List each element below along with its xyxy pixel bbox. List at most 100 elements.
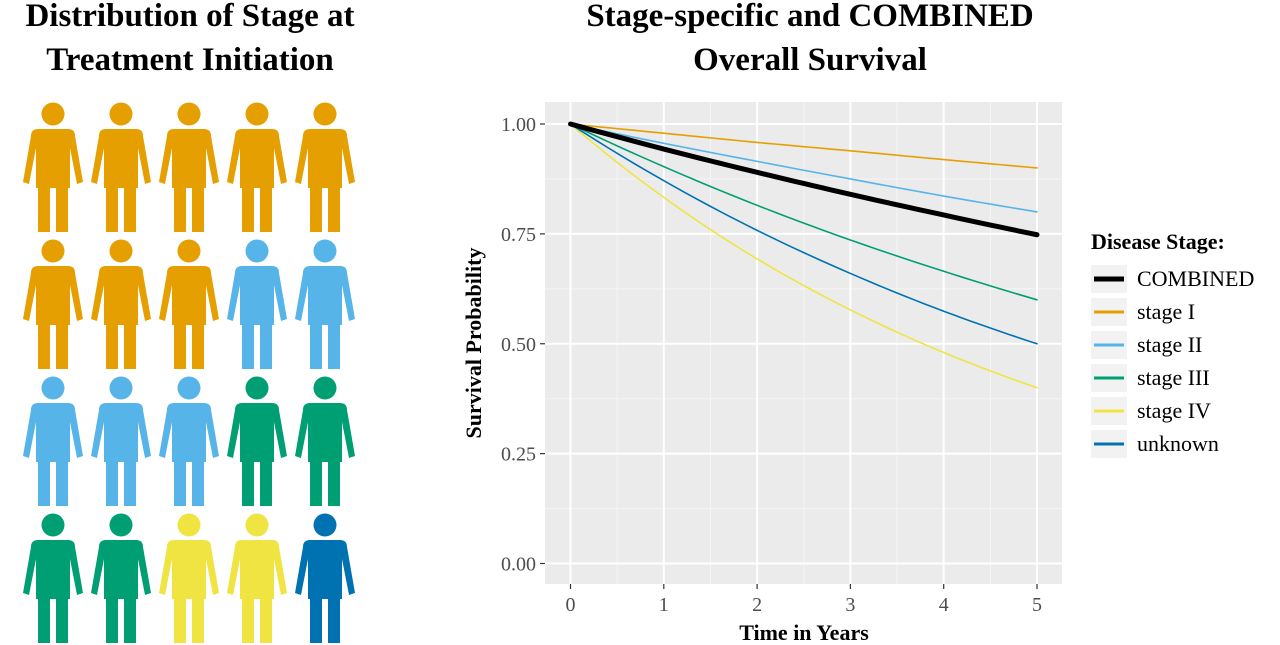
person-body xyxy=(227,266,287,325)
legend-label: unknown xyxy=(1137,431,1219,456)
person-body xyxy=(295,266,355,325)
person-figure-stage-iii xyxy=(295,376,355,506)
person-leg-right xyxy=(328,186,340,232)
person-figure-stage-i xyxy=(159,102,219,232)
person-leg-right xyxy=(192,323,204,369)
person-figure-stage-i xyxy=(23,102,83,232)
person-leg-left xyxy=(106,186,118,232)
person-leg-left xyxy=(106,323,118,369)
person-body xyxy=(23,540,83,599)
person-figure-stage-i xyxy=(23,239,83,369)
person-body xyxy=(23,266,83,325)
person-leg-left xyxy=(310,186,322,232)
y-axis-ticks: 0.00 0.25 0.50 0.75 1.00 xyxy=(501,114,545,576)
y-tick-label: 0.00 xyxy=(501,554,536,576)
person-leg-right xyxy=(192,597,204,643)
x-tick-label: 2 xyxy=(752,594,762,616)
x-tick-label: 0 xyxy=(566,594,576,616)
person-head xyxy=(313,102,337,126)
person-figure-stage-ii xyxy=(227,239,287,369)
y-tick-label: 1.00 xyxy=(501,114,536,136)
right-title-line1: Stage-specific and COMBINED xyxy=(586,0,1034,34)
person-body xyxy=(91,129,151,188)
survival-chart: 0.00 0.25 0.50 0.75 1.00 0 1 2 3 4 5 Time in Year… xyxy=(461,102,1254,645)
person-body xyxy=(23,403,83,462)
legend-label: stage II xyxy=(1137,332,1202,357)
series-lines xyxy=(568,121,1040,389)
person-body xyxy=(23,129,83,188)
person-leg-left xyxy=(106,597,118,643)
person-leg-right xyxy=(328,597,340,643)
person-figure-stage-ii xyxy=(23,376,83,506)
person-head xyxy=(245,239,269,263)
person-head xyxy=(177,102,201,126)
person-head xyxy=(177,513,201,537)
person-leg-left xyxy=(174,460,186,506)
person-figure-stage-ii xyxy=(91,376,151,506)
person-leg-left xyxy=(174,597,186,643)
person-body xyxy=(227,403,287,462)
person-body xyxy=(159,403,219,462)
person-body xyxy=(295,540,355,599)
legend-label: COMBINED xyxy=(1137,266,1254,291)
person-head xyxy=(109,102,133,126)
person-body xyxy=(227,129,287,188)
person-leg-left xyxy=(242,460,254,506)
person-leg-left xyxy=(106,460,118,506)
x-axis-title: Time in Years xyxy=(739,620,869,645)
person-leg-right xyxy=(192,460,204,506)
person-head xyxy=(245,513,269,537)
series-line-stage-iii xyxy=(569,123,1038,301)
legend: Disease Stage: COMBINED stage I stage II st… xyxy=(1091,229,1254,458)
person-figure-stage-ii xyxy=(295,239,355,369)
person-body xyxy=(91,540,151,599)
x-axis-ticks: 0 1 2 3 4 5 xyxy=(566,584,1042,616)
person-leg-left xyxy=(242,186,254,232)
person-body xyxy=(295,129,355,188)
person-head xyxy=(109,239,133,263)
person-leg-left xyxy=(38,597,50,643)
person-leg-left xyxy=(38,460,50,506)
person-head xyxy=(109,513,133,537)
right-panel-title: Stage-specific and COMBINED Overall Surv… xyxy=(520,0,1100,82)
y-tick-label: 0.75 xyxy=(501,224,536,246)
person-body xyxy=(159,266,219,325)
person-leg-left xyxy=(174,323,186,369)
person-leg-right xyxy=(124,597,136,643)
person-leg-left xyxy=(310,597,322,643)
person-figure-stage-iii xyxy=(91,513,151,643)
person-leg-left xyxy=(242,597,254,643)
person-head xyxy=(245,102,269,126)
person-leg-left xyxy=(310,323,322,369)
x-tick-label: 3 xyxy=(845,594,855,616)
person-leg-right xyxy=(56,597,68,643)
person-leg-right xyxy=(260,186,272,232)
person-leg-right xyxy=(260,597,272,643)
person-head xyxy=(313,513,337,537)
x-tick-label: 5 xyxy=(1032,594,1042,616)
person-leg-right xyxy=(124,186,136,232)
person-figure-stage-i xyxy=(159,239,219,369)
x-tick-label: 1 xyxy=(659,594,669,616)
person-leg-right xyxy=(56,323,68,369)
person-leg-left xyxy=(38,323,50,369)
person-figure-stage-i xyxy=(91,102,151,232)
person-head xyxy=(41,376,65,400)
person-head xyxy=(177,376,201,400)
person-figure-unknown xyxy=(295,513,355,643)
series-line-combined xyxy=(568,121,1040,238)
stage-distribution-pictogram xyxy=(23,102,355,643)
person-leg-left xyxy=(174,186,186,232)
person-body xyxy=(227,540,287,599)
person-leg-right xyxy=(260,460,272,506)
y-tick-label: 0.25 xyxy=(501,444,536,466)
series-line-stage-i xyxy=(569,123,1038,169)
person-figure-stage-i xyxy=(295,102,355,232)
y-tick-label: 0.50 xyxy=(501,334,536,356)
series-line-stage-iv xyxy=(569,123,1038,389)
series-line-stage-ii xyxy=(569,123,1038,213)
person-body xyxy=(91,266,151,325)
person-figure-stage-i xyxy=(91,239,151,369)
right-title-line2: Overall Survival xyxy=(693,42,927,78)
person-head xyxy=(41,513,65,537)
